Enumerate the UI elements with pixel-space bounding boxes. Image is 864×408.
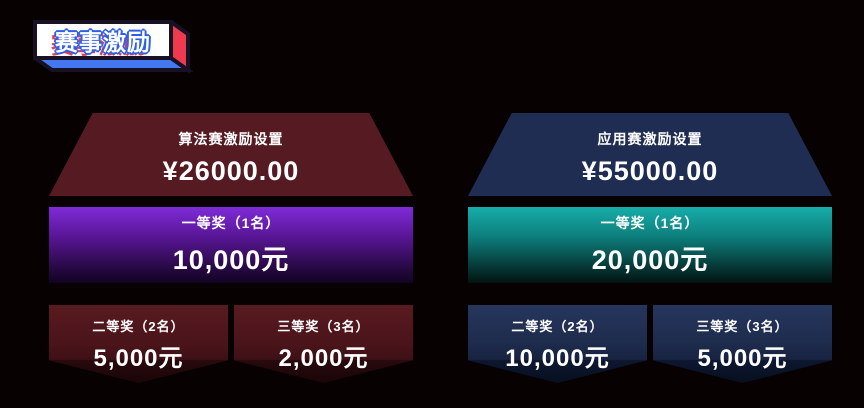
minor-prize-label: 三等奖（3名） [277,319,370,334]
track-header-trapezoid: 应用赛激励设置 ¥55000.00 [468,113,832,196]
minor-prize-amount: 2,000元 [278,345,369,372]
section-title: 赛事激励 [55,29,151,55]
minor-prize-card: 二等奖（2名） 10,000元 [468,305,647,383]
minor-prize-label: 三等奖（3名） [696,319,789,334]
track-header-title: 应用赛激励设置 [597,130,703,147]
track-header-amount: ¥26000.00 [162,155,300,186]
badge-3d-box [33,20,193,74]
track-header-trapezoid: 算法赛激励设置 ¥26000.00 [49,113,413,196]
section-title-badge: 赛事激励 [33,20,193,76]
first-prize-label: 一等奖（1名） [181,215,281,231]
minor-prize-label: 二等奖（2名） [92,319,185,334]
minor-prize-card: 三等奖（3名） 5,000元 [653,305,832,383]
first-prize-amount: 10,000元 [172,245,290,275]
first-prize-banner: 一等奖（1名） 20,000元 [468,207,832,283]
track-header-title: 算法赛激励设置 [178,130,284,147]
minor-prize-card: 二等奖（2名） 5,000元 [49,305,228,383]
first-prize-banner: 一等奖（1名） 10,000元 [49,207,413,283]
first-prize-label: 一等奖（1名） [600,215,700,231]
minor-prizes-row: 二等奖（2名） 5,000元 三等奖（3名） 2,000元 [49,305,413,383]
track-header-amount: ¥55000.00 [581,155,719,186]
minor-prize-label: 二等奖（2名） [511,319,604,334]
minor-prizes-row: 二等奖（2名） 10,000元 三等奖（3名） 5,000元 [468,305,832,383]
minor-prize-amount: 10,000元 [505,345,610,372]
minor-prize-amount: 5,000元 [93,345,184,372]
badge-front-face [33,20,173,60]
minor-prize-amount: 5,000元 [697,345,788,372]
first-prize-amount: 20,000元 [591,245,709,275]
minor-prize-card: 三等奖（3名） 2,000元 [234,305,413,383]
algorithm-track-column: 算法赛激励设置 ¥26000.00 一等奖（1名） 10,000元 二等奖（2名… [49,113,413,393]
application-track-column: 应用赛激励设置 ¥55000.00 一等奖（1名） 20,000元 二等奖（2名… [468,113,832,393]
